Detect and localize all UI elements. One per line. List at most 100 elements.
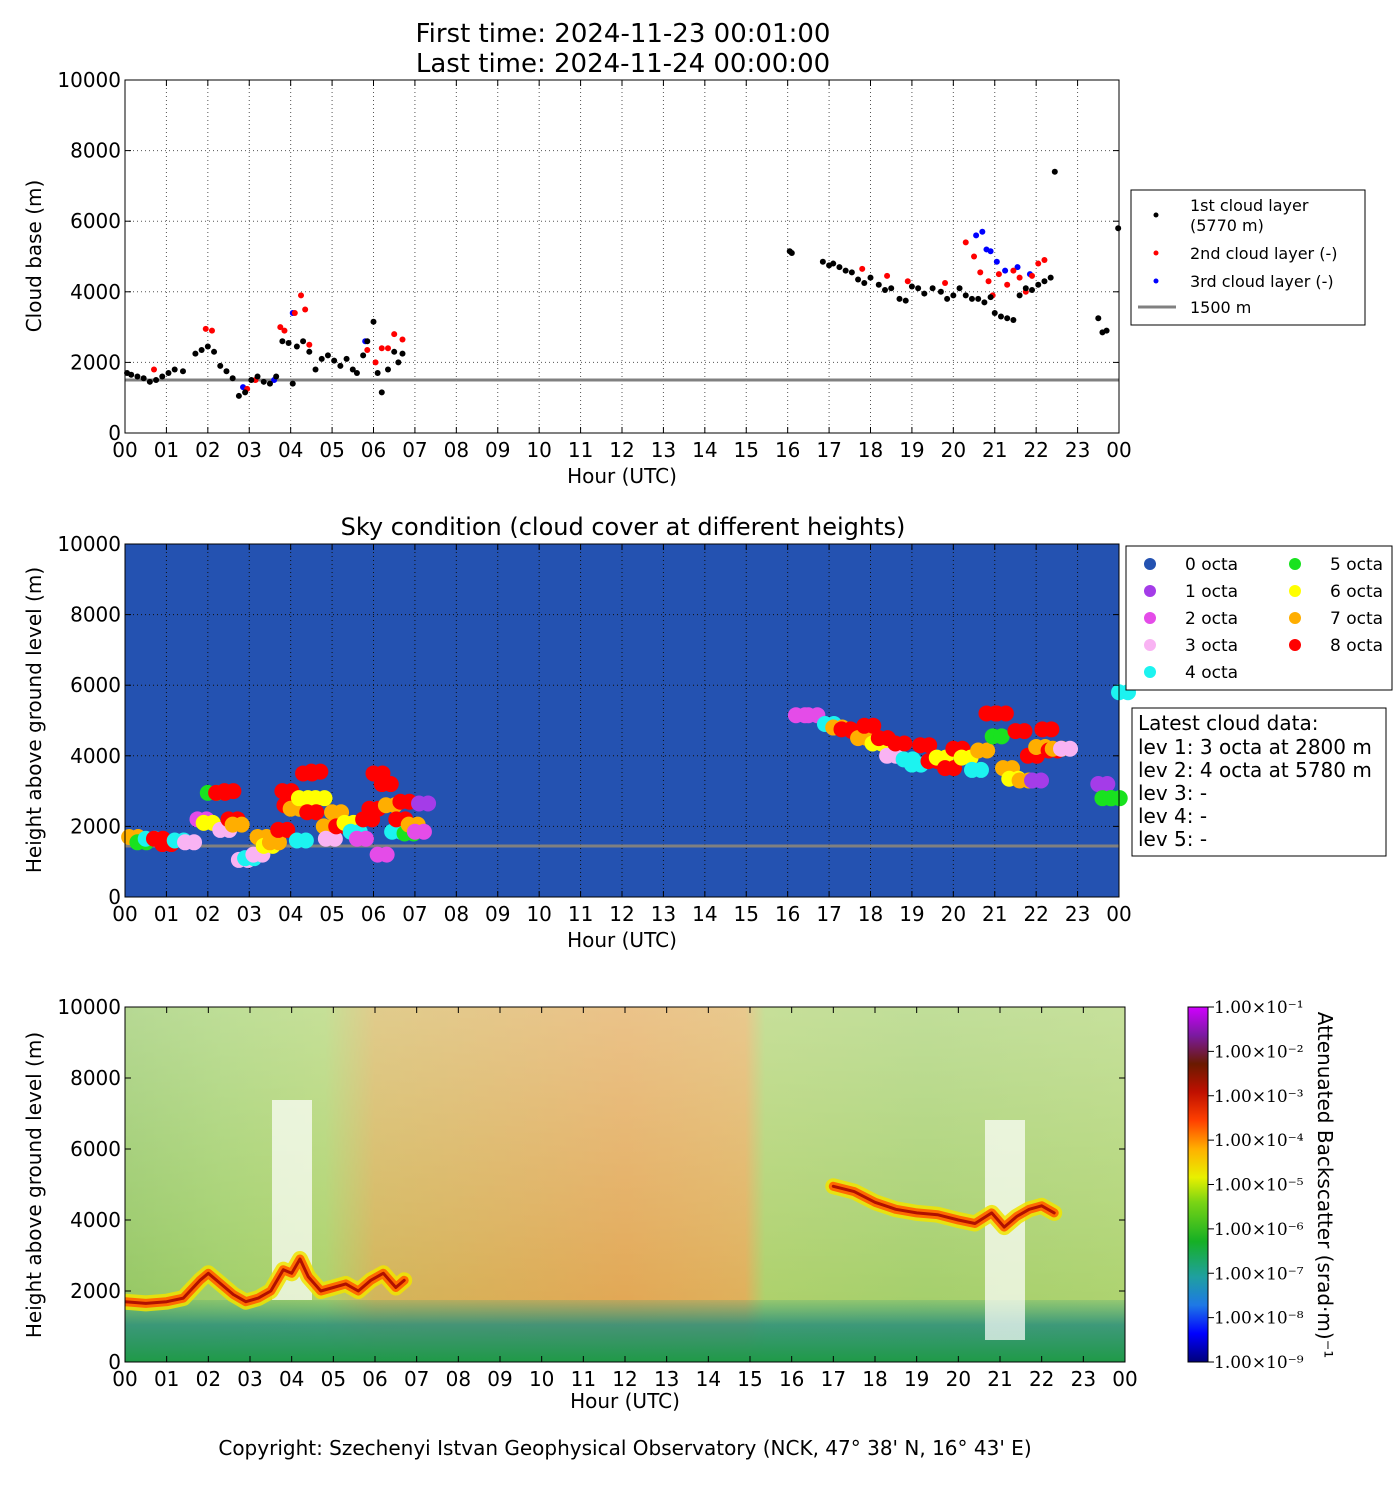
second-layer-point: [372, 359, 379, 366]
octa-legend-label: 0 octa: [1185, 555, 1238, 575]
second-layer-point: [971, 253, 978, 260]
y-tick-label: 2000: [70, 350, 121, 374]
first-layer-point: [915, 285, 922, 292]
x-tick-label: 10: [526, 902, 551, 926]
y-tick-label: 4000: [70, 744, 121, 768]
octa-point: [1043, 721, 1060, 738]
y-tick-label: 8000: [70, 603, 121, 627]
first-layer-point: [867, 274, 874, 281]
x-tick-label: 05: [321, 1367, 346, 1391]
colorbar-tick-label: 1.00×10⁻⁷: [1214, 1264, 1304, 1284]
second-layer-point: [364, 347, 371, 354]
colorbar-label: Attenuated Backscatter (srad·m)⁻¹: [1313, 1012, 1337, 1359]
y-tick-label: 10000: [57, 68, 121, 92]
x-tick-label: 16: [779, 1367, 804, 1391]
cloud-trace-core: [125, 1257, 406, 1305]
second-layer-point: [1029, 272, 1036, 279]
first-layer-point: [285, 339, 292, 346]
sky-condition-points: [121, 684, 1136, 868]
second-layer-point: [150, 366, 157, 373]
first-layer-point: [944, 295, 951, 302]
octa-legend-label: 4 octa: [1185, 663, 1238, 683]
x-tick-label: 04: [278, 902, 303, 926]
first-layer-point: [1022, 285, 1029, 292]
second-layer-point: [1016, 274, 1023, 281]
backscatter-x-label: Hour (UTC): [570, 1389, 680, 1413]
first-layer-point: [165, 369, 172, 376]
octa-point: [420, 795, 437, 812]
first-time-header: First time: 2024-11-23 00:01:00: [416, 19, 831, 49]
x-tick-label: 15: [734, 902, 759, 926]
second-layer-point: [995, 271, 1002, 278]
octa-legend-label: 6 octa: [1330, 582, 1383, 602]
octa-legend-label: 3 octa: [1185, 636, 1238, 656]
third-layer-point: [979, 228, 986, 235]
first-layer-point: [360, 352, 367, 359]
first-layer-point: [217, 362, 224, 369]
first-layer-point: [146, 378, 153, 385]
y-tick-label: 4000: [70, 1208, 121, 1232]
octa-point: [1111, 790, 1128, 807]
first-layer-point: [198, 347, 205, 354]
y-tick-label: 6000: [70, 1137, 121, 1161]
second-layer-point: [904, 278, 911, 285]
sky-condition-title: Sky condition (cloud cover at different …: [341, 513, 906, 541]
first-layer-point: [242, 389, 249, 396]
x-tick-label: 13: [651, 902, 676, 926]
second-layer-point: [985, 278, 992, 285]
second-layer-point: [298, 292, 305, 299]
x-tick-label: 00: [1106, 438, 1131, 462]
first-layer-point: [229, 375, 236, 382]
first-layer-point: [896, 295, 903, 302]
first-layer-point: [981, 299, 988, 306]
backscatter-y-label: Height above ground level (m): [22, 1032, 46, 1338]
x-tick-label: 07: [402, 438, 427, 462]
sky-condition-x-label: Hour (UTC): [567, 928, 677, 952]
backscatter-y-ticks: 0 2000 4000 6000 8000 10000: [57, 995, 1125, 1374]
first-layer-point: [300, 338, 307, 345]
second-layer-point: [277, 324, 284, 331]
octa-legend-marker: [1289, 585, 1301, 597]
legend-first-layer-marker: [1153, 212, 1159, 218]
legend-second-layer-label: 2nd cloud layer (-): [1190, 244, 1337, 263]
x-tick-label: 04: [279, 1367, 304, 1391]
cloud-base-points: [124, 168, 1122, 399]
x-tick-label: 22: [1023, 902, 1048, 926]
octa-point: [1016, 723, 1033, 740]
first-layer-point: [888, 285, 895, 292]
x-tick-label: 06: [362, 1367, 387, 1391]
colorbar-tick-label: 1.00×10⁻⁴: [1214, 1131, 1304, 1151]
x-tick-label: 16: [775, 438, 800, 462]
octa-point: [972, 761, 989, 778]
x-tick-label: 18: [858, 438, 883, 462]
x-tick-label: 15: [737, 1367, 762, 1391]
colorbar-tick-label: 1.00×10⁻¹: [1214, 998, 1304, 1018]
octa-point: [357, 830, 374, 847]
octa-point: [993, 728, 1010, 745]
first-layer-point: [937, 288, 944, 295]
first-layer-point: [929, 285, 936, 292]
x-tick-label: 15: [734, 438, 759, 462]
x-tick-label: 10: [529, 1367, 554, 1391]
third-layer-point: [1014, 264, 1021, 271]
x-tick-label: 00: [1106, 902, 1131, 926]
first-layer-point: [861, 279, 868, 286]
octa-point: [1033, 772, 1050, 789]
first-layer-point: [248, 377, 255, 384]
y-tick-label: 10000: [57, 532, 121, 556]
first-layer-point: [956, 285, 963, 292]
y-tick-label: 0: [108, 885, 121, 909]
first-layer-point: [260, 378, 267, 385]
x-tick-label: 21: [982, 438, 1007, 462]
x-tick-label: 14: [696, 1367, 721, 1391]
latest-cloud-data-box: Latest cloud data: lev 1: 3 octa at 2800…: [1131, 707, 1387, 857]
second-layer-point: [962, 239, 969, 246]
second-layer-point: [281, 327, 288, 334]
x-tick-label: 17: [816, 902, 841, 926]
first-layer-point: [991, 309, 998, 316]
colorbar-tick-label: 1.00×10⁻²: [1214, 1042, 1304, 1062]
first-layer-point: [324, 352, 331, 359]
x-tick-label: 23: [1071, 1367, 1096, 1391]
octa-legend-label: 7 octa: [1330, 609, 1383, 629]
first-layer-point: [279, 338, 286, 345]
